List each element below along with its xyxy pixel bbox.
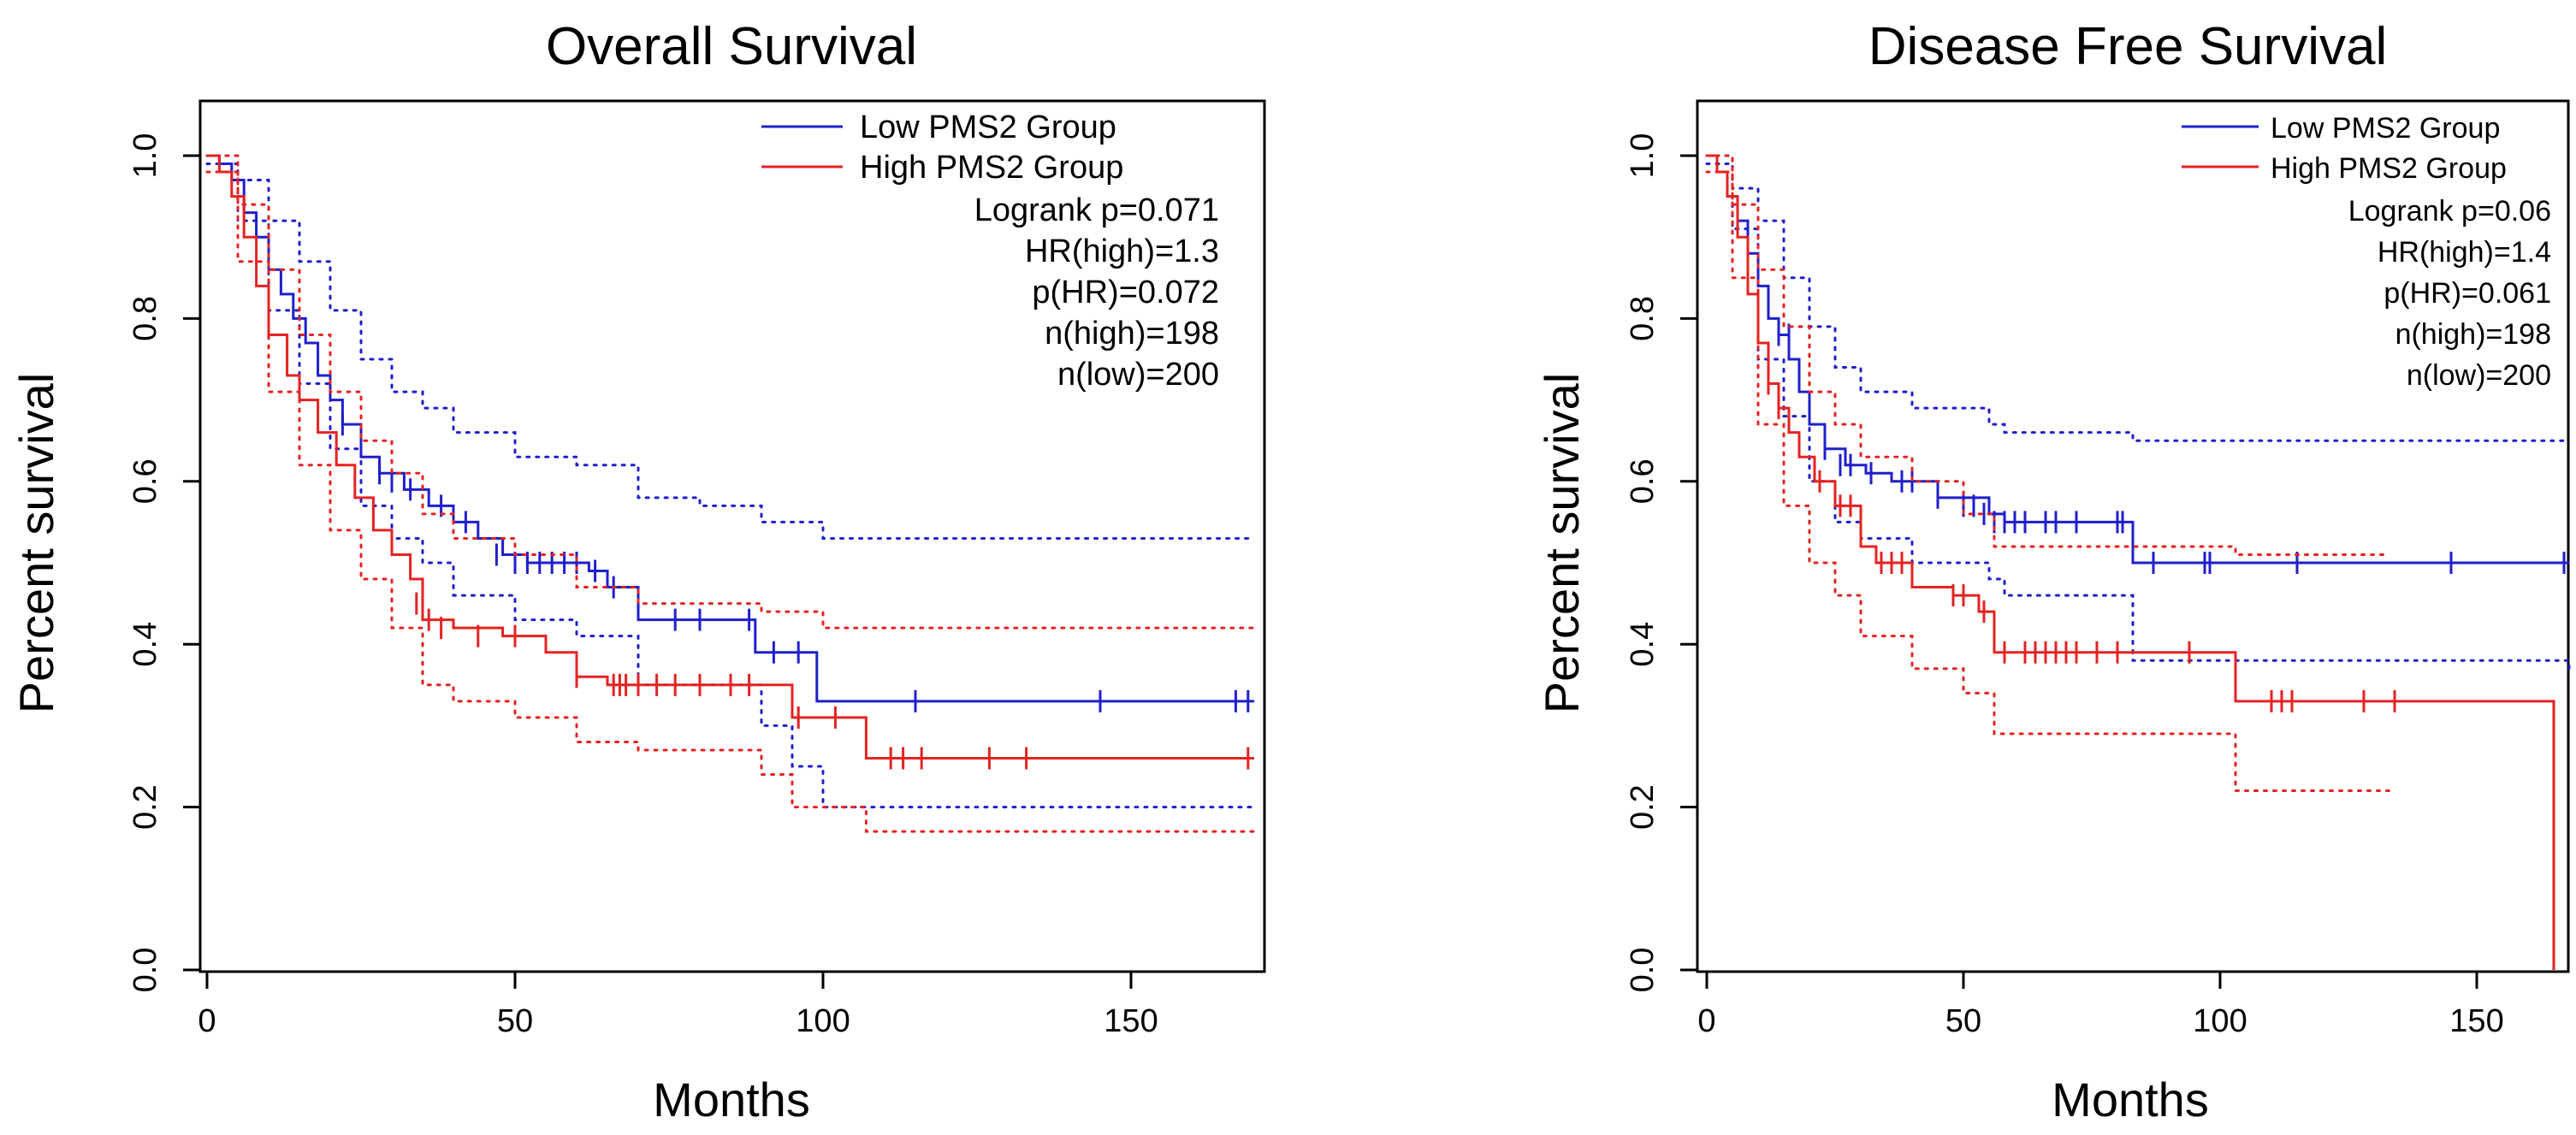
ci-lower-low (205, 163, 1256, 809)
x-tick-label: 50 (497, 1003, 533, 1039)
ci-lower-high (205, 170, 1256, 833)
x-axis: 0 50 100 150 (1697, 972, 2504, 1039)
plot-frame (198, 99, 1266, 973)
x-tick-label: 50 (1945, 1003, 1981, 1039)
disease-free-survival-panel: Disease Free Survival 0 50 100 150 0.00.20.… (1535, 17, 2571, 1126)
y-axis: 0.0 0.2 0.4 0.6 0.8 1.0 (127, 133, 200, 993)
stat-p-hr: p(HR)=0.072 (1032, 275, 1219, 310)
chart-title: Overall Survival (546, 17, 917, 76)
y-tick-label: 0.8 (127, 296, 163, 341)
stat-n-low: n(low)=200 (2407, 359, 2551, 392)
legend-label-high: High PMS2 Group (860, 150, 1123, 186)
chart-title: Disease Free Survival (1868, 17, 2387, 76)
ci-upper-high (205, 154, 1256, 630)
x-axis: 0 50 100 150 (198, 972, 1158, 1039)
stat-n-high: n(high)=198 (2395, 318, 2551, 351)
series-layer (205, 154, 1256, 833)
y-tick-label: 0.2 (127, 784, 163, 830)
y-tick-label: 0.0 (1625, 948, 1661, 993)
stat-p-hr: p(HR)=0.061 (2384, 277, 2551, 310)
y-tick-label: 1.0 (127, 133, 163, 179)
x-axis-label: Months (653, 1073, 810, 1126)
x-tick-label: 150 (2449, 1003, 2503, 1039)
legend-label-low: Low PMS2 Group (2271, 112, 2500, 145)
survival-curve-high (207, 154, 1254, 760)
survival-curve-low (1707, 154, 2569, 565)
ci-lower-low (1705, 163, 2571, 671)
y-axis-label: Percent survival (1535, 373, 1589, 713)
x-tick-label: 150 (1104, 1003, 1158, 1039)
y-tick-label: 0.0 (127, 948, 163, 993)
y-axis: 0.0 0.2 0.4 0.6 0.8 1.0 (1625, 133, 1697, 993)
x-tick-label: 0 (198, 1003, 216, 1039)
ci-upper-low (205, 154, 1256, 540)
legend: Low PMS2 Group High PMS2 Group Logrank p… (2182, 112, 2551, 392)
y-tick-label: 0.6 (127, 458, 163, 504)
overall-survival-panel: Overall Survival 0 50 100 150 0.00.20.40.60… (9, 17, 1266, 1126)
legend: Low PMS2 Group High PMS2 Group Logrank p… (761, 109, 1219, 393)
x-tick-label: 100 (796, 1003, 850, 1039)
plot-frame (1696, 99, 2570, 973)
y-tick-label: 0.4 (1625, 622, 1661, 667)
y-tick-label: 1.0 (1625, 133, 1661, 179)
legend-label-high: High PMS2 Group (2271, 152, 2507, 185)
ci-upper-high (1705, 154, 2391, 556)
stat-n-high: n(high)=198 (1045, 316, 1219, 352)
y-tick-label: 0.2 (1625, 784, 1661, 830)
stat-hr: HR(high)=1.4 (2378, 236, 2551, 269)
x-tick-label: 100 (2193, 1003, 2247, 1039)
ci-lower-high (1705, 170, 2391, 793)
series-layer (1705, 154, 2571, 970)
y-axis-label: Percent survival (9, 373, 63, 713)
x-tick-label: 0 (1697, 1003, 1715, 1039)
stat-n-low: n(low)=200 (1057, 357, 1219, 393)
survival-curve-high (1707, 154, 2555, 970)
y-tick-label: 0.8 (1625, 296, 1661, 341)
x-axis-label: Months (2052, 1073, 2209, 1126)
y-tick-label: 0.6 (1625, 458, 1661, 504)
stat-logrank: Logrank p=0.071 (974, 192, 1219, 228)
stat-logrank: Logrank p=0.06 (2348, 195, 2551, 228)
survival-curve-low (207, 154, 1254, 703)
legend-label-low: Low PMS2 Group (860, 109, 1116, 145)
stat-hr: HR(high)=1.3 (1025, 234, 1219, 269)
y-tick-label: 0.4 (127, 622, 163, 667)
